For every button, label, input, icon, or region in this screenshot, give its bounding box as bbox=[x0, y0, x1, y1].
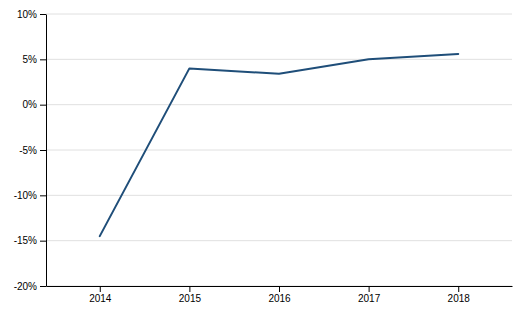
y-tick: -15% bbox=[14, 235, 46, 246]
y-tick: 5% bbox=[23, 54, 46, 65]
y-axis-line bbox=[46, 15, 47, 287]
x-tick-mark bbox=[458, 286, 459, 292]
grid-line bbox=[46, 150, 512, 151]
grid-line bbox=[46, 59, 512, 60]
grid-line bbox=[46, 104, 512, 105]
y-tick-label: -15% bbox=[14, 235, 37, 246]
y-tick: -20% bbox=[14, 281, 46, 292]
x-tick-label: 2016 bbox=[268, 293, 291, 304]
x-tick-label: 2014 bbox=[89, 293, 112, 304]
y-tick-label: -10% bbox=[14, 190, 37, 201]
y-tick-label: 10% bbox=[17, 9, 37, 20]
grid bbox=[46, 14, 512, 286]
plot: -20%-15%-10%-5%0%5%10%201420152016201720… bbox=[14, 9, 513, 304]
x-tick-label: 2017 bbox=[358, 293, 381, 304]
y-tick-mark bbox=[40, 150, 46, 151]
x-tick: 2015 bbox=[179, 286, 202, 304]
marks bbox=[100, 54, 458, 236]
y-tick-mark bbox=[40, 105, 46, 106]
y-tick-mark bbox=[40, 241, 46, 242]
line bbox=[100, 54, 458, 236]
y-tick-mark bbox=[40, 195, 46, 196]
x-tick-mark bbox=[189, 286, 190, 292]
grid-line bbox=[46, 14, 512, 15]
x-tick-mark bbox=[100, 286, 101, 292]
y-tick-mark bbox=[40, 14, 46, 15]
x-tick-mark bbox=[369, 286, 370, 292]
y-tick: -10% bbox=[14, 190, 46, 201]
y-tick: 0% bbox=[23, 99, 46, 110]
y-tick-label: 5% bbox=[23, 54, 38, 65]
x-tick: 2017 bbox=[358, 286, 381, 304]
x-axis: 2014 2015 2016 2017 2018 bbox=[47, 286, 513, 304]
x-tick: 2018 bbox=[448, 286, 471, 304]
x-tick-label: 2015 bbox=[179, 293, 202, 304]
y-tick-mark bbox=[40, 59, 46, 60]
y-tick-mark bbox=[40, 286, 46, 287]
y-axis: -20% -15% -10% -5% 0% 5% 10% bbox=[14, 9, 47, 292]
grid-line bbox=[46, 195, 512, 196]
x-tick-label: 2018 bbox=[448, 293, 471, 304]
y-tick-label: -5% bbox=[19, 145, 37, 156]
y-tick-label: -20% bbox=[14, 281, 37, 292]
chart: -20%-15%-10%-5%0%5%10%201420152016201720… bbox=[0, 0, 530, 316]
y-tick: 10% bbox=[17, 9, 46, 20]
y-tick: -5% bbox=[19, 145, 46, 156]
x-tick: 2016 bbox=[268, 286, 291, 304]
grid-line bbox=[46, 240, 512, 241]
x-tick-mark bbox=[279, 286, 280, 292]
y-tick-label: 0% bbox=[23, 99, 38, 110]
x-tick: 2014 bbox=[89, 286, 112, 304]
